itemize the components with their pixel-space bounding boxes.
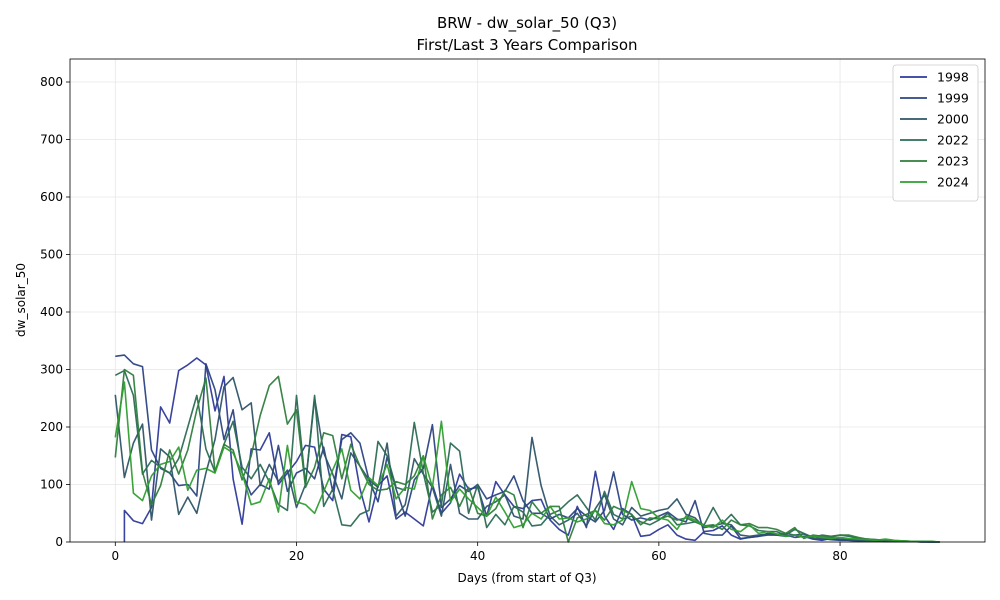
x-tick-label: 60 <box>651 549 666 563</box>
y-tick-label: 300 <box>40 363 63 377</box>
y-tick-label: 0 <box>55 535 63 549</box>
series-lines <box>114 354 940 543</box>
series-line-2024 <box>114 381 940 543</box>
y-tick-label: 800 <box>40 75 63 89</box>
legend-label-1999: 1999 <box>937 91 969 106</box>
chart-title: BRW - dw_solar_50 (Q3) <box>437 14 617 33</box>
plot-frame <box>69 58 986 543</box>
series-line-2000 <box>114 376 940 543</box>
legend-label-2022: 2022 <box>937 133 969 148</box>
legend-box <box>892 64 979 202</box>
legend-label-2024: 2024 <box>937 175 969 190</box>
x-tick-label: 40 <box>470 549 485 563</box>
x-tick-label: 20 <box>289 549 304 563</box>
y-tick-label: 500 <box>40 248 63 262</box>
x-axis-label: Days (from start of Q3) <box>457 571 596 585</box>
legend-label-2000: 2000 <box>937 112 969 127</box>
x-tick-label: 80 <box>832 549 847 563</box>
y-tick-label: 600 <box>40 190 63 204</box>
y-tick-label: 700 <box>40 133 63 147</box>
y-tick-label: 200 <box>40 420 63 434</box>
y-tick-label: 400 <box>40 305 63 319</box>
legend-label-2023: 2023 <box>937 154 969 169</box>
x-tick-label: 0 <box>111 549 119 563</box>
y-tick-label: 100 <box>40 478 63 492</box>
legend: 1998 1999 2000 2022 2023 2024 <box>892 64 979 202</box>
chart-subtitle: First/Last 3 Years Comparison <box>416 36 637 54</box>
legend-label-1998: 1998 <box>937 70 969 85</box>
y-axis-label: dw_solar_50 <box>14 263 28 337</box>
